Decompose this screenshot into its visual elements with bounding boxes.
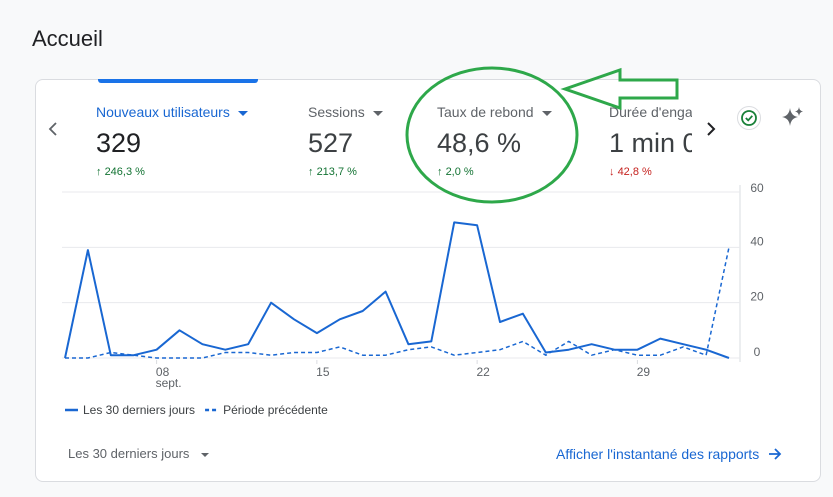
page-title: Accueil: [32, 26, 103, 51]
metric-value: 1 min 0: [609, 128, 692, 158]
metric-value: 48,6 %: [437, 128, 522, 158]
metric-change-row: ↑ 246,3 %: [96, 166, 266, 178]
metric-tab[interactable]: Nouveaux utilisateurs 329 ↑ 246,3 %: [96, 104, 266, 178]
report-link[interactable]: Afficher l'instantané des rapports: [556, 446, 783, 462]
next-button[interactable]: [704, 121, 718, 137]
metric-label-row: Taux de rebond: [437, 104, 607, 122]
dropdown-caret: [372, 110, 383, 116]
metric-change-row: ↑ 213,7 %: [308, 166, 478, 178]
change-arrow: ↑: [308, 166, 317, 178]
change-arrow: ↑: [96, 166, 105, 178]
metric-change-row: ↓ 42,8 %: [609, 166, 692, 178]
metric-change: 42,8 %: [617, 166, 652, 178]
metric-label-row: Durée d'enga: [609, 104, 692, 122]
metric-value: 527: [308, 128, 354, 158]
metric-tab[interactable]: Taux de rebond 48,6 % ↑ 2,0 %: [437, 104, 607, 178]
metric-value: 329: [96, 128, 142, 158]
metric-label: Nouveaux utilisateurs: [96, 104, 230, 120]
metric-change: 213,7 %: [316, 166, 357, 178]
metric-change-row: ↑ 2,0 %: [437, 166, 607, 178]
metric-label-row: Sessions: [308, 104, 478, 122]
date-range-text: Les 30 derniers jours: [68, 446, 190, 461]
metric-change: 2,0 %: [445, 166, 474, 178]
metric-change: 246,3 %: [104, 166, 145, 178]
change-arrow: ↓: [609, 166, 618, 178]
metric-label-row: Nouveaux utilisateurs: [96, 104, 266, 122]
metric-tab[interactable]: Sessions 527 ↑ 213,7 %: [308, 104, 478, 178]
metric-label: Taux de rebond: [437, 104, 534, 120]
metric-label: Sessions: [308, 104, 365, 120]
sparkle-icon[interactable]: [780, 105, 806, 131]
active-tab-indicator: [98, 79, 258, 83]
metric-tab[interactable]: Durée d'enga 1 min 0 ↓ 42,8 %: [609, 104, 692, 178]
change-arrow: ↑: [437, 166, 446, 178]
metric-label: Durée d'enga: [609, 104, 692, 120]
report-link-text: Afficher l'instantané des rapports: [556, 446, 760, 462]
insights-check[interactable]: [736, 105, 762, 131]
date-range-selector[interactable]: Les 30 derniers jours: [68, 446, 210, 461]
dropdown-caret: [237, 110, 248, 116]
dropdown-caret: [541, 110, 552, 116]
prev-button[interactable]: [46, 121, 60, 137]
